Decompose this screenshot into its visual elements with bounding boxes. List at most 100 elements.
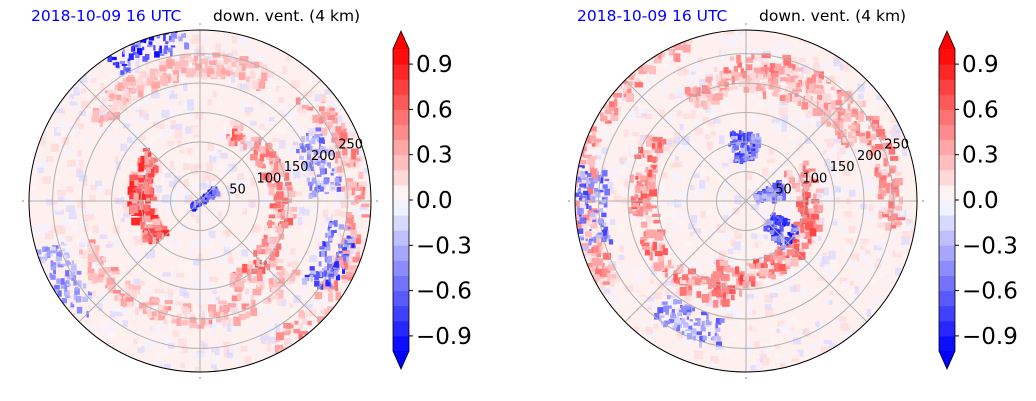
field-cell bbox=[322, 241, 325, 248]
field-cell bbox=[91, 261, 99, 268]
field-cell bbox=[139, 303, 147, 309]
field-cell bbox=[722, 233, 731, 242]
field-cell bbox=[615, 82, 619, 88]
field-cell bbox=[168, 38, 175, 43]
field-cell bbox=[358, 149, 366, 158]
field-cell bbox=[154, 51, 160, 58]
field-cell bbox=[823, 238, 830, 245]
field-cell bbox=[343, 255, 349, 262]
compass-tick bbox=[199, 23, 201, 25]
field-cell bbox=[237, 173, 245, 181]
field-cell bbox=[40, 137, 46, 146]
field-cell bbox=[164, 364, 171, 372]
field-cell bbox=[588, 115, 592, 124]
field-cell bbox=[318, 116, 324, 124]
field-cell bbox=[209, 310, 214, 318]
field-cell bbox=[117, 82, 126, 92]
field-cell bbox=[103, 329, 110, 338]
field-cell bbox=[684, 69, 690, 75]
field-cell bbox=[762, 348, 770, 355]
field-cell bbox=[647, 182, 656, 190]
field-cell bbox=[190, 353, 198, 359]
field-cell bbox=[143, 204, 149, 212]
field-cell bbox=[726, 55, 732, 61]
field-cell bbox=[358, 171, 364, 180]
field-cell bbox=[291, 284, 297, 290]
field-cell bbox=[728, 155, 734, 164]
colorbar-segment bbox=[393, 169, 409, 186]
field-cell bbox=[667, 114, 674, 124]
field-cell bbox=[58, 121, 68, 128]
field-cell bbox=[65, 290, 70, 298]
field-cell bbox=[251, 61, 260, 69]
field-cell bbox=[297, 127, 303, 132]
field-cell bbox=[847, 150, 855, 158]
field-cell bbox=[596, 118, 604, 127]
field-cell bbox=[228, 71, 236, 76]
field-cell bbox=[239, 83, 248, 90]
field-cell bbox=[727, 30, 734, 35]
field-cell bbox=[746, 171, 752, 181]
field-cell bbox=[248, 346, 255, 353]
field-cell bbox=[860, 238, 869, 244]
field-cell bbox=[65, 255, 68, 263]
field-cell bbox=[160, 236, 167, 244]
field-cell bbox=[587, 262, 594, 268]
field-cell bbox=[269, 151, 277, 158]
colorbar-segment bbox=[393, 154, 409, 171]
field-cell bbox=[80, 88, 87, 94]
field-cell bbox=[328, 293, 334, 302]
field-cell bbox=[327, 263, 330, 271]
field-cell bbox=[322, 113, 327, 123]
field-cell bbox=[323, 85, 332, 92]
field-cell bbox=[768, 361, 775, 369]
field-cell bbox=[170, 124, 176, 130]
field-cell bbox=[122, 228, 127, 237]
field-cell bbox=[209, 175, 219, 181]
field-cell bbox=[259, 92, 267, 97]
field-cell bbox=[748, 151, 752, 155]
field-cell bbox=[170, 51, 173, 57]
field-cell bbox=[356, 246, 361, 254]
field-cell bbox=[234, 131, 241, 135]
field-cell bbox=[116, 189, 121, 198]
field-cell bbox=[311, 232, 318, 240]
field-cell bbox=[588, 240, 592, 246]
field-cell bbox=[806, 77, 813, 87]
field-cell bbox=[786, 273, 792, 280]
field-cell bbox=[715, 322, 719, 329]
field-cell bbox=[127, 136, 135, 144]
field-cell bbox=[640, 236, 648, 242]
field-cell bbox=[334, 182, 340, 186]
field-cell bbox=[278, 125, 287, 135]
field-cell bbox=[309, 146, 313, 152]
field-cell bbox=[324, 191, 330, 195]
field-cell bbox=[575, 180, 579, 188]
field-cell bbox=[139, 30, 143, 34]
field-cell bbox=[87, 214, 94, 220]
field-cell bbox=[828, 250, 836, 260]
field-cell bbox=[645, 323, 652, 330]
field-cell bbox=[746, 273, 755, 278]
field-cell bbox=[151, 204, 156, 209]
field-cell bbox=[138, 116, 144, 123]
field-cell bbox=[121, 55, 128, 61]
field-cell bbox=[306, 145, 312, 151]
field-cell bbox=[718, 78, 725, 87]
field-cell bbox=[690, 328, 697, 335]
field-cell bbox=[597, 242, 603, 246]
field-cell bbox=[890, 156, 899, 161]
field-cell bbox=[94, 124, 103, 129]
field-cell bbox=[785, 360, 793, 370]
field-cell bbox=[876, 128, 885, 138]
field-cell bbox=[349, 222, 356, 231]
field-cell bbox=[202, 236, 211, 244]
compass-tick bbox=[22, 200, 24, 202]
field-cell bbox=[626, 89, 632, 95]
colorbar-segment bbox=[393, 230, 409, 246]
field-cell bbox=[699, 79, 706, 87]
field-cell bbox=[708, 282, 712, 290]
field-cell bbox=[740, 274, 744, 283]
field-cell bbox=[837, 118, 844, 123]
field-cell bbox=[647, 229, 656, 239]
